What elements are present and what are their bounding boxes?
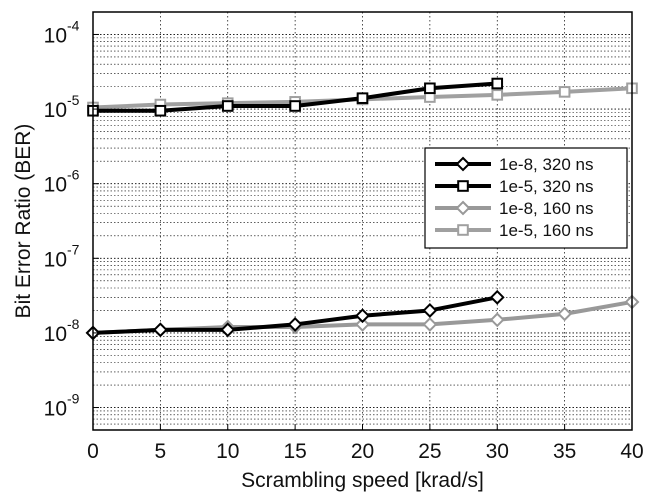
x-tick-label: 25	[418, 440, 441, 463]
legend: 1e-8, 320 ns 1e-5, 320 ns 1e-8, 160 ns 1e-5…	[424, 147, 628, 249]
data-point	[557, 306, 573, 322]
x-tick-label: 0	[87, 440, 99, 463]
y-tick-label: 10	[44, 248, 67, 271]
legend-item: 1e-8, 160 ns	[435, 199, 594, 218]
legend-marker	[455, 200, 471, 216]
series-1	[85, 289, 505, 341]
data-point	[154, 104, 167, 117]
series-2	[87, 77, 504, 117]
legend-label: 1e-5, 320 ns	[499, 177, 594, 196]
data-point	[489, 289, 505, 305]
data-point	[558, 86, 571, 98]
y-tick-exponent: -9	[67, 391, 80, 407]
y-tick-label: 10	[44, 398, 67, 421]
y-tick-label: 10	[44, 174, 67, 197]
legend-marker	[457, 180, 469, 192]
y-tick-label: 10	[44, 99, 67, 122]
y-tick-exponent: -4	[67, 17, 80, 33]
data-point	[422, 317, 438, 332]
x-axis-title: Scrambling speed [krad/s]	[241, 469, 484, 492]
legend-marker	[457, 224, 469, 236]
y-axis-title: Bit Error Ratio (BER)	[12, 124, 35, 319]
legend-label: 1e-8, 320 ns	[499, 155, 594, 174]
y-tick-exponent: -5	[67, 92, 80, 108]
y-tick-label: 10	[44, 24, 67, 47]
y-tick-exponent: -8	[67, 316, 80, 332]
data-point	[491, 89, 504, 101]
data-point	[220, 322, 236, 338]
data-point	[491, 77, 504, 90]
data-point	[424, 82, 436, 95]
legend-item: 1e-8, 320 ns	[435, 155, 594, 174]
data-point	[355, 317, 370, 332]
legend-item: 1e-5, 320 ns	[435, 177, 594, 196]
data-point	[489, 312, 505, 328]
data-point	[152, 322, 168, 338]
x-tick-label: 40	[620, 440, 643, 463]
x-tick-label: 30	[486, 440, 509, 463]
data-point	[356, 92, 369, 104]
x-tick-label: 15	[283, 440, 306, 463]
x-tick-label: 35	[553, 440, 576, 463]
y-tick-label: 10	[44, 323, 67, 346]
data-point	[221, 100, 234, 112]
y-tick-exponent: -7	[67, 241, 80, 257]
x-tick-label: 20	[351, 440, 374, 463]
legend-marker	[455, 156, 471, 172]
data-point	[422, 303, 438, 318]
series-layer	[85, 77, 640, 341]
legend-label: 1e-8, 160 ns	[499, 199, 594, 218]
data-point	[355, 308, 370, 324]
y-tick-exponent: -6	[67, 167, 80, 183]
x-tick-label: 5	[155, 440, 167, 463]
legend-label: 1e-5, 160 ns	[499, 221, 594, 240]
data-point	[287, 317, 303, 332]
legend-item: 1e-5, 160 ns	[435, 221, 594, 240]
data-point	[289, 100, 301, 112]
x-tick-label: 10	[216, 440, 239, 463]
